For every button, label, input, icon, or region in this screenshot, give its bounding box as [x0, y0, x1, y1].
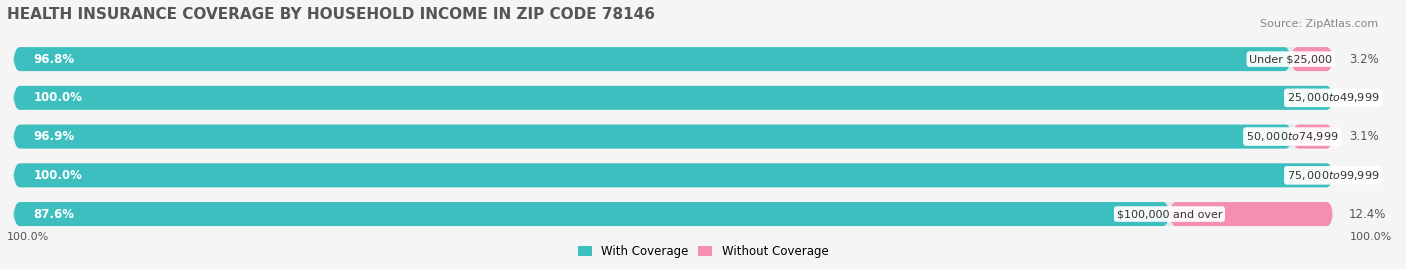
FancyBboxPatch shape: [1170, 202, 1333, 226]
Text: 96.8%: 96.8%: [34, 53, 75, 66]
FancyBboxPatch shape: [14, 163, 1333, 187]
FancyBboxPatch shape: [14, 47, 1333, 71]
FancyBboxPatch shape: [1291, 47, 1333, 71]
FancyBboxPatch shape: [14, 47, 1291, 71]
Text: 3.2%: 3.2%: [1348, 53, 1379, 66]
Text: 87.6%: 87.6%: [34, 208, 75, 221]
Text: $100,000 and over: $100,000 and over: [1116, 209, 1222, 219]
FancyBboxPatch shape: [14, 86, 1333, 110]
Text: Under $25,000: Under $25,000: [1250, 54, 1333, 64]
Text: 0.0%: 0.0%: [1348, 169, 1378, 182]
Text: 3.1%: 3.1%: [1348, 130, 1379, 143]
Text: $25,000 to $49,999: $25,000 to $49,999: [1286, 91, 1379, 104]
Text: 96.9%: 96.9%: [34, 130, 75, 143]
Text: Source: ZipAtlas.com: Source: ZipAtlas.com: [1260, 19, 1378, 29]
FancyBboxPatch shape: [14, 125, 1292, 148]
FancyBboxPatch shape: [1292, 125, 1333, 148]
FancyBboxPatch shape: [14, 163, 1333, 187]
Text: 100.0%: 100.0%: [7, 232, 49, 242]
Text: 100.0%: 100.0%: [34, 91, 82, 104]
Text: 100.0%: 100.0%: [34, 169, 82, 182]
FancyBboxPatch shape: [14, 202, 1333, 226]
Text: 12.4%: 12.4%: [1348, 208, 1386, 221]
FancyBboxPatch shape: [14, 125, 1333, 148]
FancyBboxPatch shape: [14, 86, 1333, 110]
FancyBboxPatch shape: [14, 202, 1170, 226]
Text: $75,000 to $99,999: $75,000 to $99,999: [1286, 169, 1379, 182]
Text: 0.0%: 0.0%: [1348, 91, 1378, 104]
Legend: With Coverage, Without Coverage: With Coverage, Without Coverage: [572, 240, 834, 263]
Text: 100.0%: 100.0%: [1350, 232, 1392, 242]
Text: HEALTH INSURANCE COVERAGE BY HOUSEHOLD INCOME IN ZIP CODE 78146: HEALTH INSURANCE COVERAGE BY HOUSEHOLD I…: [7, 7, 655, 22]
Text: $50,000 to $74,999: $50,000 to $74,999: [1246, 130, 1339, 143]
